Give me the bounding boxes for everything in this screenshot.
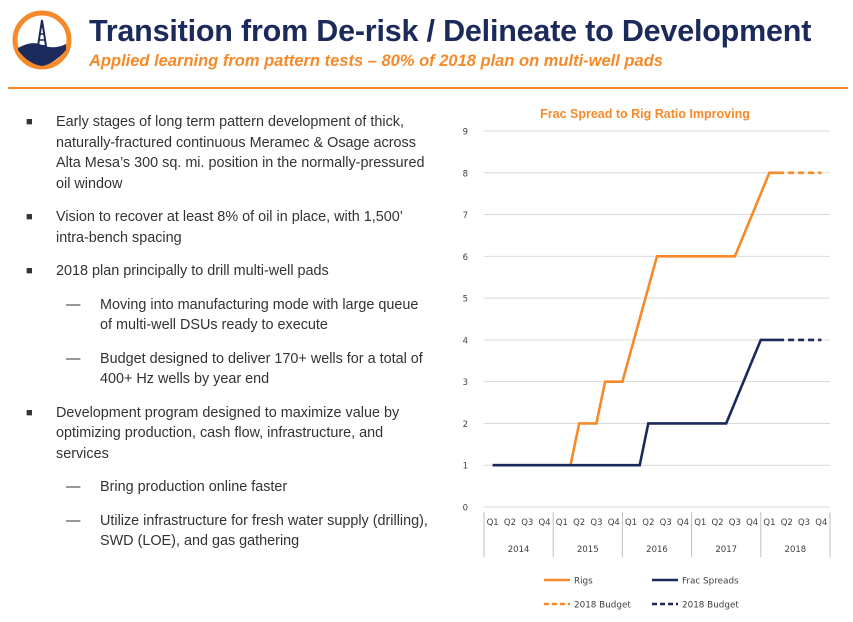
dash-bullet-icon: —	[66, 512, 81, 529]
square-bullet-icon: ■	[26, 211, 33, 223]
legend-label: Rigs	[574, 577, 593, 587]
y-tick-label: 3	[463, 378, 468, 388]
x-tick-label-quarter: Q2	[504, 518, 516, 528]
x-tick-label-quarter: Q1	[625, 518, 637, 528]
x-tick-label-year: 2017	[715, 545, 737, 555]
y-tick-label: 5	[463, 295, 468, 305]
bullet-item: ■ Early stages of long term pattern deve…	[18, 112, 428, 194]
dash-bullet-icon: —	[66, 296, 81, 313]
y-tick-label: 7	[463, 211, 468, 221]
legend-label: Frac Spreads	[682, 577, 739, 587]
series-line-frac-spreads	[492, 338, 779, 467]
x-tick-label-quarter: Q2	[781, 518, 793, 528]
x-tick-label-year: 2016	[646, 545, 668, 555]
x-tick-label-quarter: Q2	[642, 518, 654, 528]
x-tick-label-year: 2014	[508, 545, 530, 555]
sub-bullet-text: Moving into manufacturing mode with larg…	[100, 296, 419, 334]
bullet-item: ■ 2018 plan principally to drill multi-w…	[18, 261, 428, 282]
y-tick-label: 1	[463, 462, 468, 472]
sub-bullet-item: — Utilize infrastructure for fresh water…	[18, 511, 428, 552]
sub-bullet-text: Budget designed to deliver 170+ wells fo…	[100, 350, 423, 388]
x-tick-label-quarter: Q3	[590, 518, 602, 528]
square-bullet-icon: ■	[26, 116, 33, 128]
x-tick-label-year: 2018	[785, 545, 807, 555]
x-tick-label-quarter: Q3	[729, 518, 741, 528]
sub-bullet-item: — Moving into manufacturing mode with la…	[18, 295, 428, 336]
x-tick-label-quarter: Q1	[694, 518, 706, 528]
page-subtitle: Applied learning from pattern tests – 80…	[89, 52, 663, 70]
x-tick-label-quarter: Q1	[556, 518, 568, 528]
square-bullet-icon: ■	[26, 265, 33, 277]
company-logo	[12, 10, 72, 70]
square-bullet-icon: ■	[26, 406, 33, 419]
x-tick-label-quarter: Q4	[538, 518, 550, 528]
x-tick-label-quarter: Q1	[487, 518, 499, 528]
y-tick-label: 2	[463, 420, 468, 430]
bullet-text: Development program designed to maximize…	[56, 404, 400, 462]
frac-spread-rig-chart: Frac Spread to Rig Ratio Improving 0 1 2 3 4 5…	[463, 107, 831, 611]
bullet-item: ■ Development program designed to maximi…	[18, 403, 428, 465]
y-tick-label: 8	[463, 169, 468, 179]
bullet-text: Early stages of long term pattern develo…	[56, 114, 425, 192]
page-title: Transition from De-risk / Delineate to D…	[89, 14, 812, 48]
sub-bullet-item: — Budget designed to deliver 170+ wells …	[18, 349, 428, 390]
y-tick-label: 9	[463, 128, 468, 138]
x-tick-label-quarter: Q4	[815, 518, 827, 528]
dash-bullet-icon: —	[66, 350, 81, 367]
bullet-text: Vision to recover at least 8% of oil in …	[56, 209, 403, 246]
header-divider	[8, 87, 848, 89]
x-tick-label-quarter: Q1	[763, 518, 775, 528]
bullet-item: ■ Vision to recover at least 8% of oil i…	[18, 207, 428, 248]
legend-label: 2018 Budget	[682, 601, 739, 611]
x-tick-label-quarter: Q2	[711, 518, 723, 528]
sub-bullet-text: Utilize infrastructure for fresh water s…	[100, 512, 428, 550]
y-tick-label: 4	[463, 336, 468, 346]
sub-bullet-text: Bring production online faster	[100, 479, 288, 495]
x-tick-label-quarter: Q4	[677, 518, 689, 528]
legend-label: 2018 Budget	[574, 601, 631, 611]
x-tick-label-quarter: Q4	[746, 518, 758, 528]
chart-title: Frac Spread to Rig Ratio Improving	[540, 107, 750, 121]
x-tick-label-quarter: Q4	[608, 518, 620, 528]
x-tick-label-quarter: Q2	[573, 518, 585, 528]
x-tick-label-quarter: Q3	[521, 518, 533, 528]
dash-bullet-icon: —	[66, 479, 81, 495]
series-line-rigs	[492, 171, 779, 467]
bullet-text: 2018 plan principally to drill multi-wel…	[56, 263, 329, 279]
x-tick-label-quarter: Q3	[660, 518, 672, 528]
bullet-list: ■ Early stages of long term pattern deve…	[18, 112, 428, 552]
y-tick-label: 6	[463, 253, 468, 263]
y-tick-label: 0	[463, 504, 468, 514]
sub-bullet-item: — Bring production online faster	[18, 477, 428, 498]
x-tick-label-year: 2015	[577, 545, 599, 555]
x-tick-label-quarter: Q3	[798, 518, 810, 528]
